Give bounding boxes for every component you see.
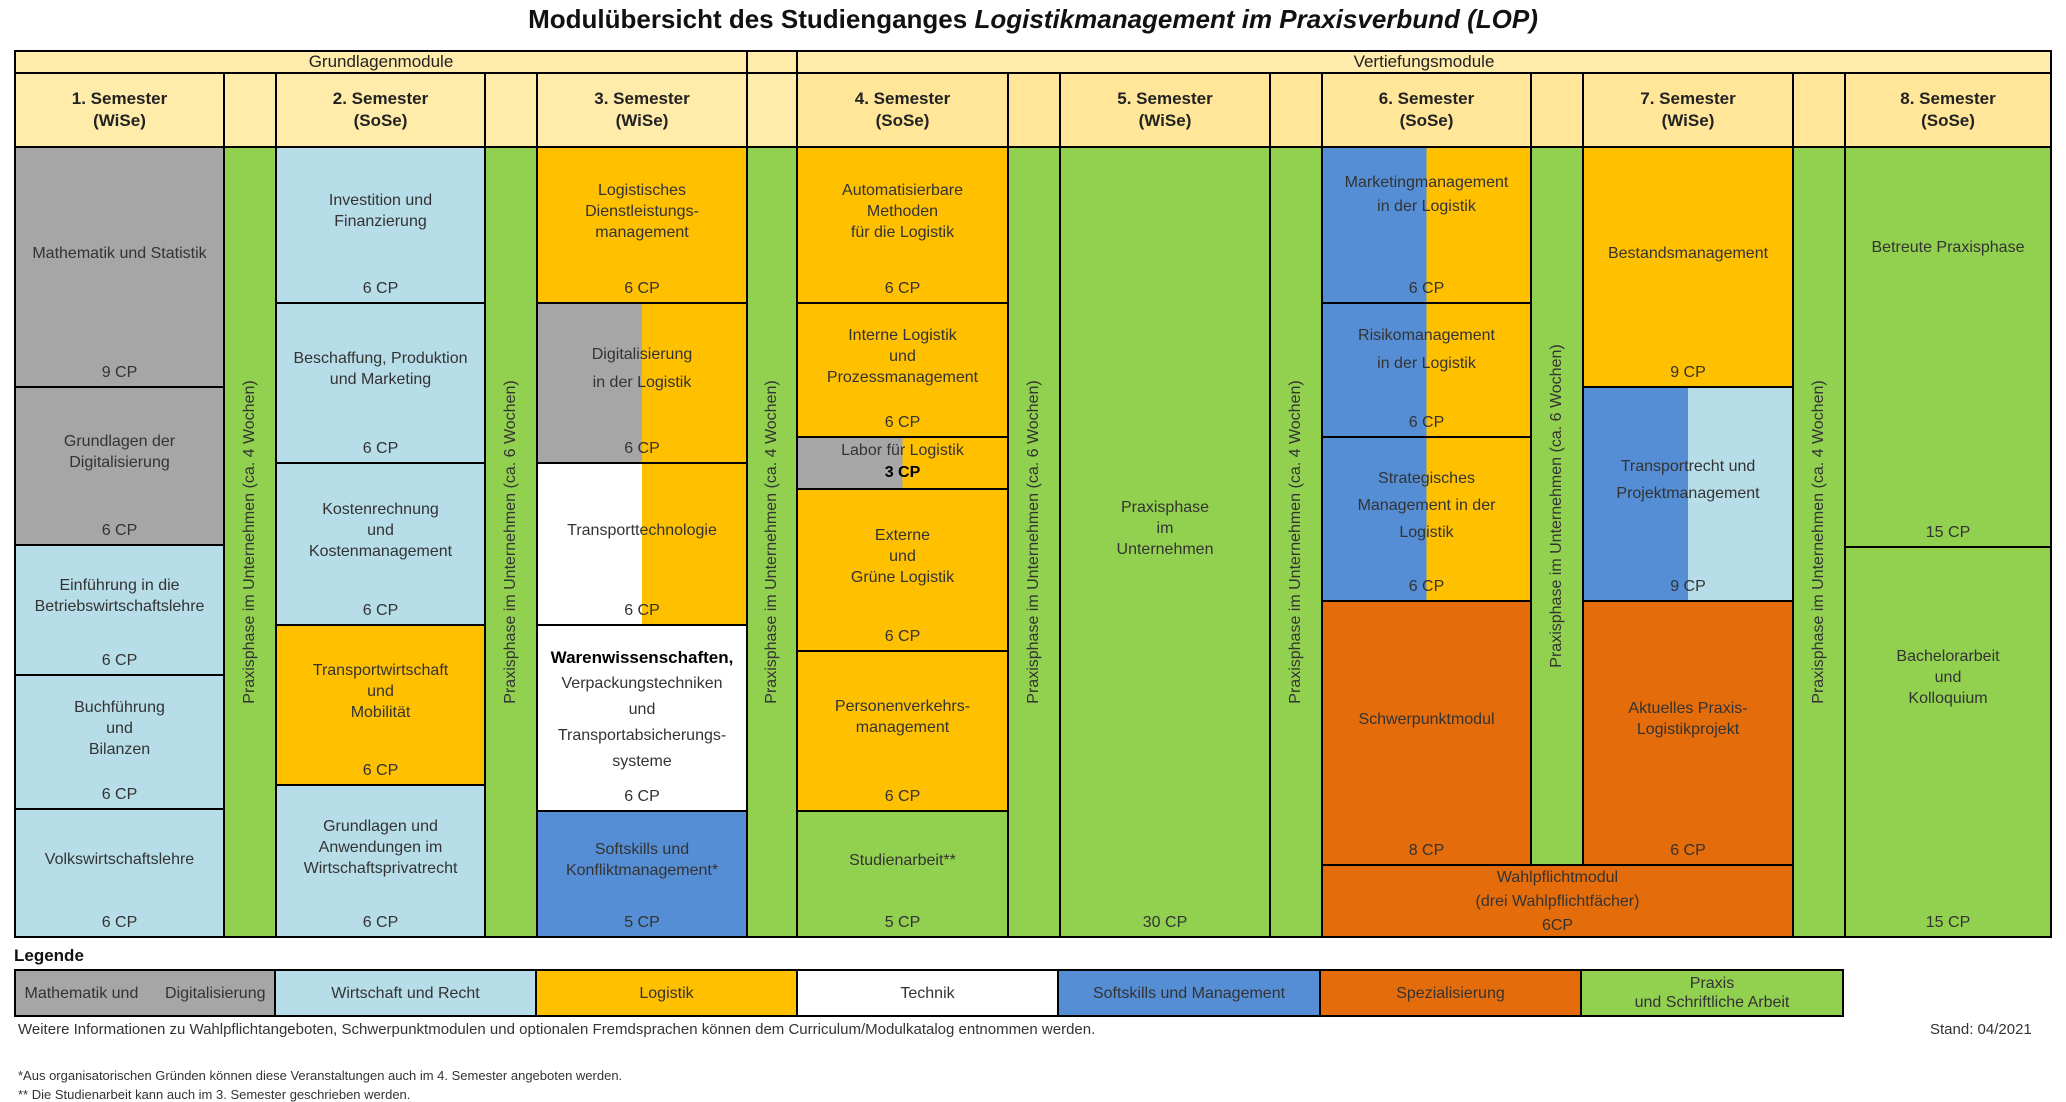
legend-technik: Technik	[796, 969, 1059, 1017]
page-title: Modulübersicht des Studienganges Logisti…	[528, 4, 1538, 34]
module-praxisphase-unternehmen: Praxisphase im Unternehmen 30 CP	[1059, 146, 1271, 938]
module-betreute-praxisphase: Betreute Praxisphase 15 CP	[1844, 146, 2052, 548]
group-spacer	[746, 50, 798, 74]
legend-softskills-management: Softskills und Management	[1057, 969, 1321, 1017]
module-softskills-konfliktmanagement: Softskills und Konfliktmanagement* 5 CP	[536, 810, 748, 938]
gap-header-1	[223, 72, 277, 148]
semester-header-6: 6. Semester (SoSe)	[1321, 72, 1532, 148]
module-investition-finanzierung: Investition und Finanzierung 6 CP	[275, 146, 486, 304]
practice-phase-4: Praxisphase im Unternehmen (ca. 6 Wochen…	[1007, 146, 1061, 938]
module-einfuehrung-bwl: Einführung in die Betriebswirtschaftslehr…	[14, 544, 225, 676]
practice-phase-2: Praxisphase im Unternehmen (ca. 6 Wochen…	[484, 146, 538, 938]
legend-praxis-schriftliche-arbeit: Praxis und Schriftliche Arbeit	[1580, 969, 1844, 1017]
gap-header-2	[484, 72, 538, 148]
module-kostenrechnung: Kostenrechnung und Kostenmanagement 6 CP	[275, 462, 486, 626]
semester-header-2: 2. Semester (SoSe)	[275, 72, 486, 148]
legend-mathematik-digitalisierung: Mathematik und Digitalisierung	[14, 969, 276, 1017]
module-studienarbeit: Studienarbeit** 5 CP	[796, 810, 1009, 938]
legend-heading: Legende	[14, 946, 84, 965]
module-transporttechnologie: Transporttechnologie 6 CP	[536, 462, 748, 626]
module-warenwissenschaften: Warenwissenschaften, Verpackungstechniken…	[536, 624, 748, 812]
gap-header-4	[1007, 72, 1061, 148]
module-transportrecht-projektmanagement: Transportrecht und Projektmanagement 9 CP	[1582, 386, 1794, 602]
module-risikomanagement-logistik: Risikomanagement in der Logistik 6 CP	[1321, 302, 1532, 438]
footnote-1: *Aus organisatorischen Gründen können di…	[18, 1068, 623, 1083]
semester-header-5: 5. Semester (WiSe)	[1059, 72, 1271, 148]
module-buchfuehrung-bilanzen: Buchführung und Bilanzen 6 CP	[14, 674, 225, 810]
module-interne-logistik: Interne Logistik und Prozessmanagement 6 CP	[796, 302, 1009, 438]
group-advanced-header: Vertiefungsmodule	[796, 50, 2052, 74]
gap-header-6	[1530, 72, 1584, 148]
module-automatisierbare-methoden: Automatisierbare Methoden für die Logistik…	[796, 146, 1009, 304]
module-bestandsmanagement: Bestandsmanagement 9 CP	[1582, 146, 1794, 388]
info-note: Weitere Informationen zu Wahlpflichtange…	[18, 1021, 1096, 1038]
module-bachelorarbeit-kolloquium: Bachelorarbeit und Kolloquium 15 CP	[1844, 546, 2052, 938]
semester-header-8: 8. Semester (SoSe)	[1844, 72, 2052, 148]
semester-header-1: 1. Semester (WiSe)	[14, 72, 225, 148]
module-grundlagen-digitalisierung: Grundlagen der Digitalisierung 6 CP	[14, 386, 225, 546]
module-vwl: Volkswirtschaftslehre 6 CP	[14, 808, 225, 938]
practice-phase-3: Praxisphase im Unternehmen (ca. 4 Wochen…	[746, 146, 798, 938]
module-praxis-logistikprojekt: Aktuelles Praxis- Logistikprojekt 6 CP	[1582, 600, 1794, 866]
module-mathematik-statistik: Mathematik und Statistik 9 CP	[14, 146, 225, 388]
module-labor-logistik: Labor für Logistik 3 CP	[796, 436, 1009, 490]
practice-phase-5: Praxisphase im Unternehmen (ca. 4 Wochen…	[1269, 146, 1323, 938]
semester-header-7: 7. Semester (WiSe)	[1582, 72, 1794, 148]
group-basic-header: Grundlagenmodule	[14, 50, 748, 74]
gap-header-5	[1269, 72, 1323, 148]
stand-date: Stand: 04/2021	[1930, 1021, 2032, 1038]
footnote-2: ** Die Studienarbeit kann auch im 3. Sem…	[18, 1087, 411, 1102]
module-beschaffung-produktion-marketing: Beschaffung, Produktion und Marketing 6 CP	[275, 302, 486, 464]
practice-phase-7: Praxisphase im Unternehmen (ca. 4 Wochen…	[1792, 146, 1846, 938]
practice-phase-6: Praxisphase im Unternehmen (ca. 6 Wochen…	[1530, 146, 1584, 866]
semester-header-3: 3. Semester (WiSe)	[536, 72, 748, 148]
legend-spezialisierung: Spezialisierung	[1319, 969, 1582, 1017]
module-wirtschaftsprivatrecht: Grundlagen und Anwendungen im Wirtschaftsp…	[275, 784, 486, 938]
legend-logistik: Logistik	[535, 969, 798, 1017]
gap-header-3	[746, 72, 798, 148]
module-personenverkehrsmanagement: Personenverkehrs-management 6 CP	[796, 650, 1009, 812]
module-digitalisierung-logistik: Digitalisierung in der Logistik 6 CP	[536, 302, 748, 464]
module-wahlpflichtmodul: Wahlpflichtmodul (drei Wahlpflichtfächer)…	[1321, 864, 1794, 938]
gap-header-7	[1792, 72, 1846, 148]
module-schwerpunktmodul: Schwerpunktmodul 8 CP	[1321, 600, 1532, 866]
module-externe-gruene-logistik: Externe und Grüne Logistik 6 CP	[796, 488, 1009, 652]
module-strategisches-management: Strategisches Management in der Logistik 6 …	[1321, 436, 1532, 602]
semester-header-4: 4. Semester (SoSe)	[796, 72, 1009, 148]
practice-phase-1: Praxisphase im Unternehmen (ca. 4 Wochen…	[223, 146, 277, 938]
module-transportwirtschaft: Transportwirtschaft und Mobilität 6 CP	[275, 624, 486, 786]
legend-wirtschaft-recht: Wirtschaft und Recht	[274, 969, 537, 1017]
module-logistisches-dienstleistungsmanagement: Logistisches Dienstleistungs-management 6 …	[536, 146, 748, 304]
module-marketingmanagement-logistik: Marketingmanagement in der Logistik 6 CP	[1321, 146, 1532, 304]
